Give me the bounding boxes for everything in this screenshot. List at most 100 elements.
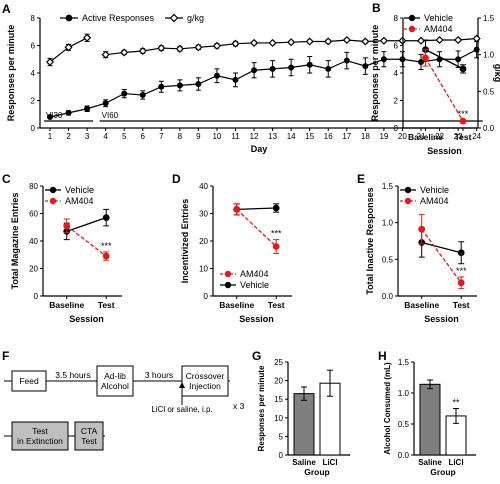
- a-active-point: [473, 46, 480, 53]
- g-ylabel: Responses per minute: [257, 365, 266, 451]
- f-box-test-extinction: [11, 421, 69, 451]
- h-x-tick-label: LiCl: [448, 458, 463, 467]
- h-bar-errorbar: [453, 408, 459, 424]
- a-active-point: [380, 56, 387, 63]
- a-left-tick-label: 8: [31, 14, 36, 23]
- e-xlabel: Session: [424, 314, 459, 324]
- panel-letter-b: B: [372, 1, 381, 15]
- f-box-cta-test-label: Test: [81, 436, 97, 446]
- a-left-tick-label: 4: [31, 69, 36, 78]
- e-am404-point: [418, 225, 426, 233]
- d-legend-marker: [224, 270, 232, 278]
- b-y-tick-label: 0: [394, 124, 399, 133]
- a-x-tick-label: 7: [159, 132, 164, 141]
- a-gkg-point: [64, 43, 73, 52]
- b-xlabel: Session: [427, 146, 462, 156]
- b-am404-point: [459, 117, 467, 125]
- d-legend-label: Vehicle: [240, 280, 269, 290]
- f-arrow-head: [179, 382, 185, 388]
- e-vehicle-line: [421, 241, 462, 254]
- a-gkg-point: [194, 43, 203, 52]
- c-am404-line: [66, 225, 107, 257]
- g-bar-saline: [293, 393, 315, 456]
- a-active-point: [232, 76, 239, 83]
- d-y-tick-label: 40: [199, 182, 208, 191]
- a-x-tick-label: 24: [472, 132, 481, 141]
- b-y-tick-label: 4: [394, 69, 399, 78]
- f-box-adlib-alcohol: [96, 365, 134, 397]
- e-y-tick-label: 0.5: [382, 255, 394, 264]
- a-active-point: [362, 63, 369, 70]
- f-interval-2: 3 hours: [145, 370, 173, 380]
- a-right-tick-label: 0.5: [483, 87, 495, 96]
- e-y-tick-label: 1.0: [382, 219, 394, 228]
- a-left-tick-label: 0: [31, 124, 36, 133]
- a-active-point: [195, 81, 202, 88]
- h-y-tick-label: 0.5: [398, 420, 410, 429]
- f-box-cta-test-label: CTA: [81, 426, 98, 436]
- a-gkg-point: [231, 39, 240, 48]
- a-legend-gkg-label: g/kg: [187, 13, 204, 23]
- a-active-point: [455, 56, 462, 63]
- a-x-tick-label: 23: [454, 132, 463, 141]
- h-xlabel: Group: [430, 467, 456, 477]
- c-legend-marker: [49, 197, 57, 205]
- panel-letter-c: C: [2, 172, 11, 186]
- h-y-tick-label: 1.0: [398, 389, 410, 398]
- panel-letter-e: E: [357, 172, 365, 186]
- c-am404-point: [102, 252, 110, 260]
- d-legend-label: AM404: [240, 269, 269, 279]
- e-legend-label: AM404: [420, 196, 449, 206]
- g-bar-errorbar: [301, 386, 307, 401]
- a-active-point: [139, 92, 146, 99]
- a-gkg-point: [416, 36, 426, 45]
- f-box-adlib-alcohol-label: Alcohol: [101, 381, 129, 391]
- a-ylabel-left: Responses per minute: [6, 25, 16, 122]
- c-ylabel: Total Magazine Entries: [10, 193, 20, 290]
- h-y-tick-label: 0.0: [398, 451, 410, 460]
- a-x-tick-label: 9: [196, 132, 201, 141]
- a-left-tick-label: 6: [31, 42, 36, 51]
- f-box-cta-test: [74, 421, 104, 451]
- h-significance: **: [452, 398, 460, 408]
- a-active-point: [325, 65, 332, 72]
- a-gkg-point: [342, 35, 351, 45]
- c-y-tick-label: 0: [34, 292, 39, 301]
- a-active-point: [158, 83, 165, 90]
- g-y-tick-label: 25: [274, 358, 283, 367]
- c-y-tick-label: 80: [29, 182, 38, 191]
- a-active-point: [176, 82, 183, 89]
- e-legend-label: Vehicle: [420, 185, 449, 195]
- a-x-tick-label: 20: [398, 132, 407, 141]
- b-x-tick-label: Test: [455, 132, 472, 142]
- b-vehicle-line: [425, 49, 464, 70]
- a-x-tick-label: 18: [361, 132, 370, 141]
- a-x-tick-label: 4: [103, 132, 108, 141]
- a-x-tick-label: 21: [417, 132, 426, 141]
- panel-letter-g: G: [252, 349, 261, 363]
- b-y-tick-label: 2: [394, 97, 399, 106]
- a-gkg-point: [287, 38, 296, 47]
- a-x-tick-label: 22: [435, 132, 444, 141]
- a-active-point: [343, 57, 350, 64]
- a-active-point: [288, 64, 295, 71]
- panel-letter-h: H: [378, 349, 387, 363]
- a-active-point: [417, 59, 424, 66]
- d-xlabel: Session: [239, 314, 274, 324]
- a-active-point: [251, 67, 258, 74]
- f-box-adlib-alcohol-label: Ad-lib: [104, 371, 126, 381]
- c-am404-point: [63, 222, 71, 230]
- a-gkg-point: [268, 38, 277, 47]
- b-am404-line: [424, 57, 464, 122]
- d-y-tick-label: 0: [204, 292, 209, 301]
- a-right-tick-label: 1.5: [483, 14, 495, 23]
- c-x-tick-label: Test: [98, 300, 115, 310]
- a-left-tick-label: 2: [31, 97, 36, 106]
- a-x-tick-label: 1: [48, 132, 53, 141]
- a-gkg-point: [120, 48, 129, 57]
- f-box-test-extinction-label: Test: [32, 426, 48, 436]
- a-x-tick-label: 19: [379, 132, 388, 141]
- c-legend-marker: [49, 186, 57, 194]
- a-active-point: [269, 65, 276, 72]
